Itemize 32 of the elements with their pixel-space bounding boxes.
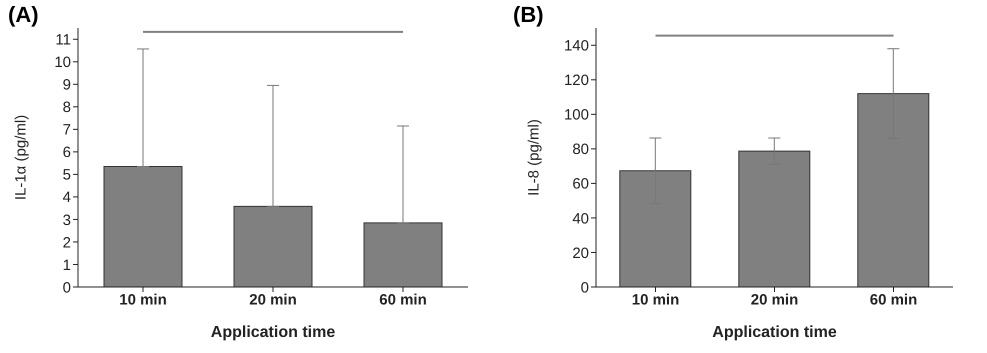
y-tick-label: 10 (54, 54, 71, 72)
y-tick-label: 4 (62, 189, 71, 206)
x-tick-label: 60 min (870, 292, 918, 309)
chart-title: (A) (8, 2, 39, 28)
y-axis-title: IL-8 (pg/ml) (525, 119, 542, 196)
y-tick-label: 7 (62, 122, 71, 139)
y-tick-label: 9 (62, 76, 71, 94)
x-tick-label: 20 min (249, 292, 297, 309)
x-tick-label: 60 min (379, 292, 427, 309)
y-tick-label: 5 (62, 166, 71, 184)
y-tick-label: 100 (564, 106, 589, 124)
y-tick-label: 120 (564, 72, 589, 90)
x-tick-label: 10 min (119, 292, 167, 309)
y-tick-label: 11 (55, 32, 71, 49)
y-tick-label: 140 (564, 38, 589, 55)
chart-title: (B) (513, 2, 544, 28)
x-tick-label: 10 min (632, 292, 680, 309)
x-tick-label: 20 min (750, 292, 798, 309)
y-tick-label: 40 (572, 210, 589, 228)
y-tick-label: 6 (62, 144, 71, 162)
x-axis-title: Application time (712, 324, 837, 341)
y-tick-label: 8 (62, 99, 71, 116)
y-tick-label: 2 (62, 234, 71, 252)
x-axis-title: Application time (210, 324, 336, 341)
y-tick-label: 3 (62, 212, 71, 229)
y-axis-title: IL-1α (pg/ml) (12, 114, 30, 200)
y-tick-label: 20 (572, 244, 589, 262)
y-tick-label: 0 (62, 279, 71, 296)
y-tick-label: 80 (572, 141, 589, 158)
y-tick-label: 1 (62, 256, 71, 274)
y-tick-label: 0 (580, 279, 589, 296)
y-tick-label: 60 (572, 176, 589, 193)
